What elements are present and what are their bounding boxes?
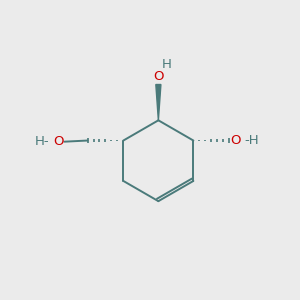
- Text: H: H: [161, 58, 171, 70]
- Polygon shape: [156, 85, 161, 120]
- Text: O: O: [53, 135, 64, 148]
- Text: ‐H: ‐H: [245, 134, 259, 147]
- Text: O: O: [230, 134, 241, 147]
- Text: H‐: H‐: [35, 135, 50, 148]
- Text: O: O: [153, 70, 164, 83]
